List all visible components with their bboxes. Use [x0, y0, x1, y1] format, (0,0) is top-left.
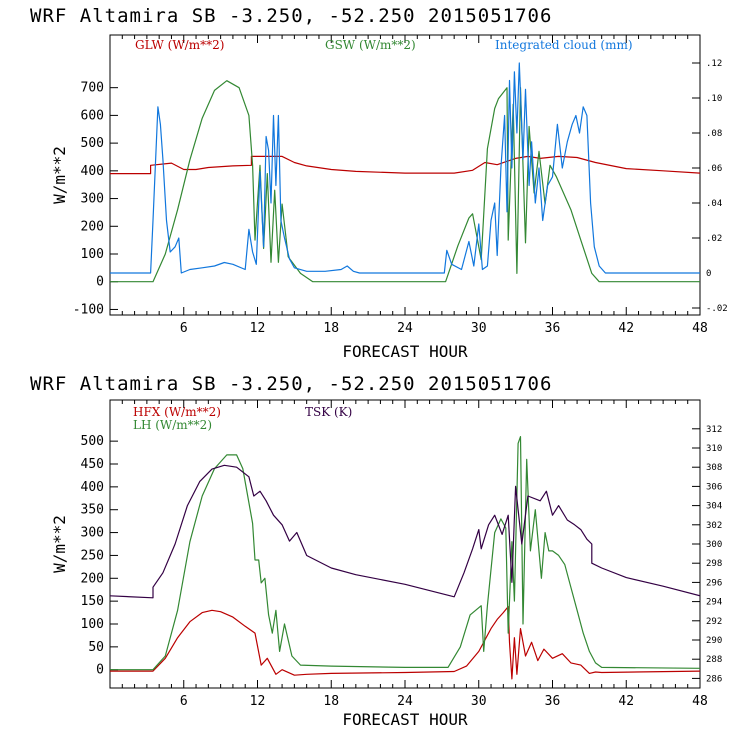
y2-tick-label: .08	[706, 129, 722, 139]
y2-tick-label: .12	[706, 59, 722, 69]
y2-tick-label: 0	[706, 269, 711, 279]
y-tick-label: 50	[88, 640, 104, 655]
y-tick-label: 150	[81, 594, 104, 609]
series-line-tsk	[110, 464, 700, 599]
y2-tick-label: .06	[706, 164, 722, 174]
chart-title: WRF Altamira SB -3.250, -52.250 20150517…	[30, 5, 552, 27]
x-tick-label: 18	[323, 694, 339, 709]
chart-panel-2: WRF Altamira SB -3.250, -52.250 20150517…	[30, 373, 722, 729]
y2-tick-label: 288	[706, 655, 722, 665]
y2-tick-label: -.02	[706, 304, 728, 314]
y2-tick-label: 296	[706, 578, 722, 588]
x-tick-label: 30	[471, 694, 487, 709]
y2-tick-label: 298	[706, 559, 722, 569]
y-tick-label: 0	[96, 663, 104, 678]
y2-tick-label: .04	[706, 199, 722, 209]
y-tick-label: 200	[81, 219, 104, 234]
series-line-lh	[110, 436, 700, 671]
y-tick-label: -100	[73, 302, 104, 317]
x-tick-label: 6	[180, 694, 188, 709]
legend-entry: HFX (W/m**2)	[133, 405, 221, 419]
series-line-glw	[110, 155, 700, 175]
y-tick-label: 100	[81, 617, 104, 632]
x-tick-label: 24	[397, 694, 413, 709]
legend-entry: LH (W/m**2)	[133, 418, 212, 432]
series-line-integrated	[110, 62, 700, 274]
y2-tick-label: 286	[706, 674, 722, 684]
x-tick-label: 30	[471, 321, 487, 336]
y2-tick-label: 292	[706, 617, 722, 627]
x-tick-label: 42	[618, 694, 634, 709]
x-tick-label: 48	[692, 321, 708, 336]
x-axis-label: FORECAST HOUR	[342, 710, 468, 729]
legend-entry: Integrated cloud (mm)	[495, 38, 633, 52]
y-tick-label: 400	[81, 480, 104, 495]
y-tick-label: 350	[81, 503, 104, 518]
y-tick-label: 300	[81, 192, 104, 207]
y-tick-label: 600	[81, 108, 104, 123]
y2-tick-label: 304	[706, 502, 722, 512]
y2-tick-label: 312	[706, 425, 722, 435]
legend-entry: GLW (W/m**2)	[135, 38, 224, 52]
y2-tick-label: 308	[706, 463, 722, 473]
series-line-hfx	[110, 605, 700, 680]
y2-tick-label: 302	[706, 521, 722, 531]
y2-tick-label: 306	[706, 482, 722, 492]
y2-tick-label: .10	[706, 94, 722, 104]
y-tick-label: 250	[81, 548, 104, 563]
y-tick-label: 100	[81, 247, 104, 262]
y-axis-label: W/m**2	[50, 515, 69, 573]
y-tick-label: 0	[96, 275, 104, 290]
y-tick-label: 500	[81, 434, 104, 449]
x-tick-label: 24	[397, 321, 413, 336]
y2-tick-label: 290	[706, 636, 722, 646]
y-tick-label: 200	[81, 571, 104, 586]
x-tick-label: 12	[250, 694, 266, 709]
x-tick-label: 18	[323, 321, 339, 336]
plot-frame	[109, 399, 701, 689]
y-tick-label: 450	[81, 457, 104, 472]
chart-title: WRF Altamira SB -3.250, -52.250 20150517…	[30, 373, 552, 395]
x-tick-label: 36	[545, 694, 561, 709]
y2-tick-label: 300	[706, 540, 722, 550]
x-tick-label: 12	[250, 321, 266, 336]
series-line-gsw	[110, 80, 700, 283]
x-tick-label: 42	[618, 321, 634, 336]
y2-tick-label: 294	[706, 598, 722, 608]
y2-tick-label: .02	[706, 234, 722, 244]
x-tick-label: 48	[692, 694, 708, 709]
x-axis-label: FORECAST HOUR	[342, 342, 468, 361]
legend-entry: GSW (W/m**2)	[325, 38, 416, 52]
y-tick-label: 500	[81, 136, 104, 151]
x-tick-label: 6	[180, 321, 188, 336]
y-tick-label: 700	[81, 81, 104, 96]
y-tick-label: 400	[81, 164, 104, 179]
legend-entry: TSK (K)	[305, 405, 352, 419]
y-tick-label: 300	[81, 526, 104, 541]
x-tick-label: 36	[545, 321, 561, 336]
y2-tick-label: 310	[706, 444, 722, 454]
chart-panel-1: WRF Altamira SB -3.250, -52.250 20150517…	[30, 5, 728, 361]
y-axis-label: W/m**2	[50, 146, 69, 204]
